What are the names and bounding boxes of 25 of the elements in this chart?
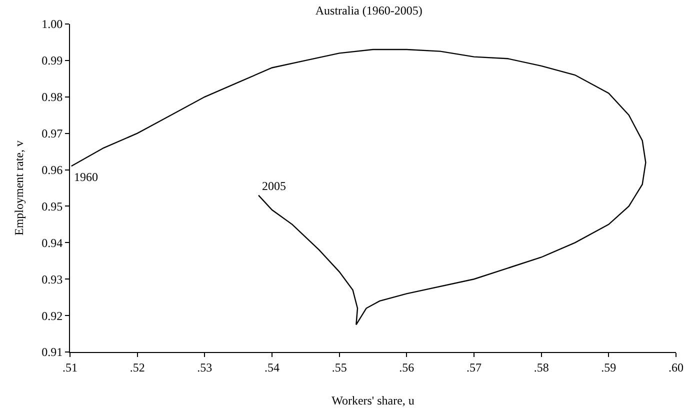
x-tick-label: .60 [668,360,684,374]
x-tick-label: .52 [130,360,145,374]
y-tick-label: 0.96 [42,162,63,177]
x-tick-label: .56 [399,360,414,374]
x-tick-label: .55 [332,360,347,374]
y-tick-label: 1.00 [42,17,63,32]
y-tick-label: 0.97 [42,126,63,141]
y-tick-label: 0.98 [42,90,63,104]
y-tick-label: 0.91 [42,345,63,360]
y-tick-label: 0.92 [42,308,63,323]
y-tick-label: 0.95 [42,199,63,214]
x-tick-label: .51 [62,360,78,374]
x-axis-title: Workers' share, u [332,393,414,408]
x-tick-label: .53 [197,360,212,374]
y-axis-title: Employment rate, v [12,140,26,236]
x-tick-label: .59 [601,360,616,374]
x-tick-label: .58 [534,360,549,374]
annotation: 1960 [74,170,98,184]
x-tick-label: .54 [264,360,280,374]
annotation: 2005 [262,179,286,193]
y-tick-label: 0.94 [42,236,63,250]
chart-title: Australia (1960-2005) [315,4,422,18]
x-tick-label: .57 [466,360,482,374]
y-tick-label: 0.93 [42,272,63,286]
y-tick-label: 0.99 [42,54,63,68]
